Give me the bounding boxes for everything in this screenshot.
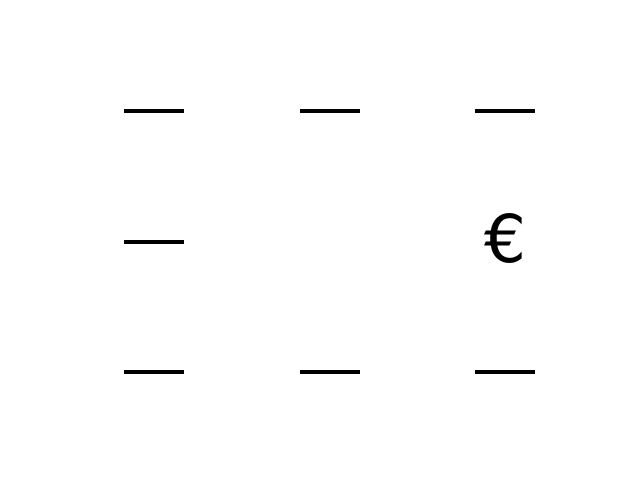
dash-mark: [300, 109, 360, 113]
grid-cell-r1-c1: [94, 61, 214, 161]
grid-cell-r2-c2-empty: [270, 192, 390, 292]
grid-cell-r1-c2: [270, 61, 390, 161]
euro-symbol: €: [484, 201, 526, 278]
dash-mark: [475, 109, 535, 113]
grid-cell-r1-c3: [445, 61, 565, 161]
dash-mark: [124, 370, 184, 374]
grid-cell-r2-c3: €: [445, 192, 565, 292]
grid-cell-r3-c3: [445, 322, 565, 422]
dash-mark: [124, 240, 184, 244]
dash-mark: [475, 370, 535, 374]
dash-mark: [300, 370, 360, 374]
grid-cell-r2-c1: [94, 192, 214, 292]
grid-cell-r3-c2: [270, 322, 390, 422]
grid-cell-r3-c1: [94, 322, 214, 422]
dash-mark: [124, 109, 184, 113]
